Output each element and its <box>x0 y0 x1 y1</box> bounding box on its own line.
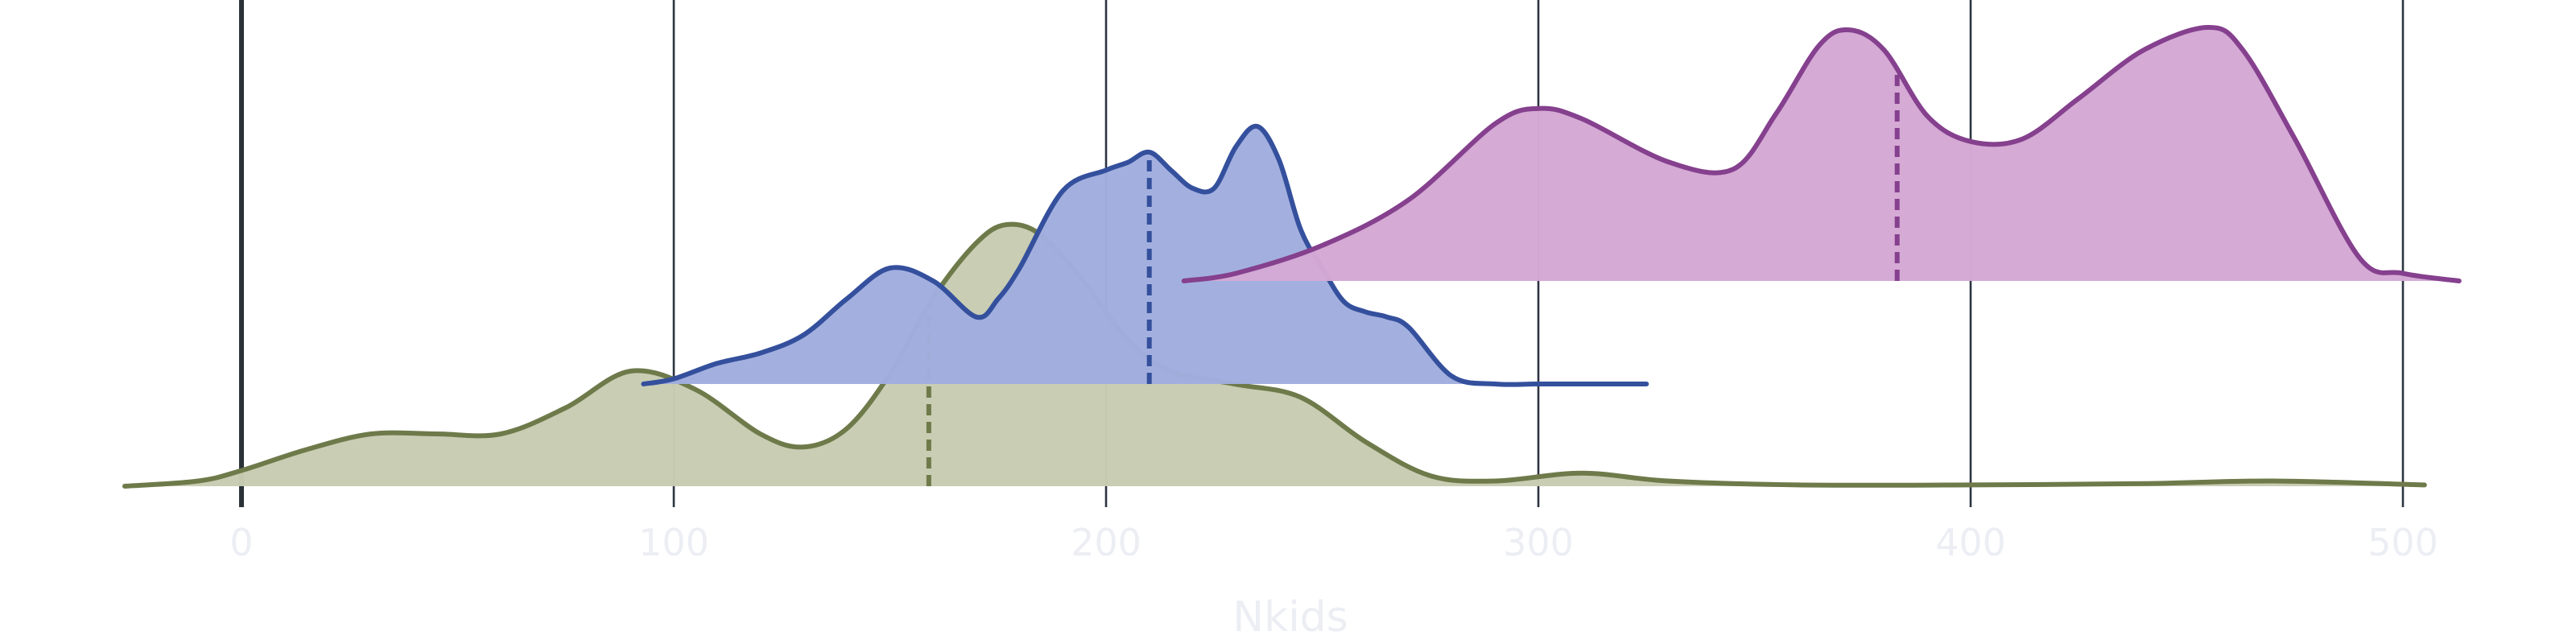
density-ridges <box>122 25 2462 489</box>
ridge-row-2 <box>1181 25 2462 283</box>
x-tick-label: 0 <box>229 521 253 564</box>
density-area <box>125 224 2425 486</box>
x-tick-label: 300 <box>1503 521 1574 564</box>
x-axis-ticks: 0 100 200 300 400 500 <box>229 521 2438 564</box>
ridge-row-1 <box>641 123 1649 387</box>
density-area <box>1183 27 2459 281</box>
density-outline <box>1181 25 2462 283</box>
x-tick-label: 100 <box>638 521 709 564</box>
x-axis-title: Nkids <box>1232 593 1348 642</box>
x-tick-label: 400 <box>1935 521 2006 564</box>
x-tick-label: 200 <box>1071 521 1141 564</box>
x-tick-label: 500 <box>2368 521 2438 564</box>
density-outline <box>641 123 1649 387</box>
